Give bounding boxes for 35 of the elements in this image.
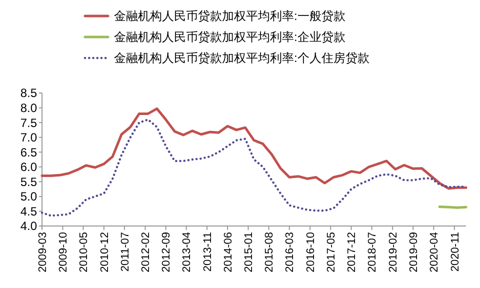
x-tick-label: 2020-04 <box>428 232 441 272</box>
line-series <box>40 107 468 190</box>
y-tick-label: 7.5 <box>20 116 38 130</box>
x-tick-label: 2012-09 <box>160 232 173 272</box>
x-tick-label: 2009-03 <box>36 232 49 272</box>
x-tick-label: 2011-07 <box>119 232 132 272</box>
y-tick-label: 6.0 <box>20 160 38 174</box>
x-tick-label: 2013-04 <box>181 232 194 272</box>
legend-label: 金融机构人民币贷款加权平均利率:一般贷款 <box>114 9 346 24</box>
legend-label: 金融机构人民币贷款加权平均利率:个人住房贷款 <box>114 51 370 66</box>
y-tick-label: 5.5 <box>20 174 38 189</box>
x-tick-label: 2015-01 <box>243 232 256 272</box>
x-tick-label: 2009-10 <box>58 232 70 272</box>
y-tick-label: 8.5 <box>20 86 38 100</box>
x-tick-label: 2010-12 <box>98 232 111 272</box>
x-tick-label: 2016-10 <box>304 232 317 272</box>
x-tick-label: 2019-09 <box>408 232 420 272</box>
x-tick-label: 2019-02 <box>387 232 400 272</box>
x-tick-label: 2017-12 <box>346 232 358 272</box>
x-tick-label: 2017-05 <box>325 232 338 272</box>
x-tick-label: 2013-11 <box>202 232 214 272</box>
x-tick-label: 2018-07 <box>366 232 379 272</box>
x-tick-label: 2014-06 <box>222 232 234 272</box>
x-tick-label: 2016-03 <box>284 232 296 272</box>
x-tick-label: 2012-02 <box>140 232 152 272</box>
x-tick-label: 2010-05 <box>78 232 90 272</box>
y-tick-label: 6.5 <box>20 145 38 160</box>
y-tick-label: 7.0 <box>20 130 38 145</box>
x-tick-label: 2020-11 <box>449 232 462 272</box>
y-tick-label: 5.0 <box>20 190 38 204</box>
y-tick-label: 4.0 <box>20 219 38 234</box>
legend-label: 金融机构人民币贷款加权平均利率:企业贷款 <box>114 30 346 44</box>
y-tick-label: 8.0 <box>20 100 38 115</box>
y-tick-label: 4.5 <box>20 204 38 218</box>
x-tick-label: 2015-08 <box>264 232 276 272</box>
